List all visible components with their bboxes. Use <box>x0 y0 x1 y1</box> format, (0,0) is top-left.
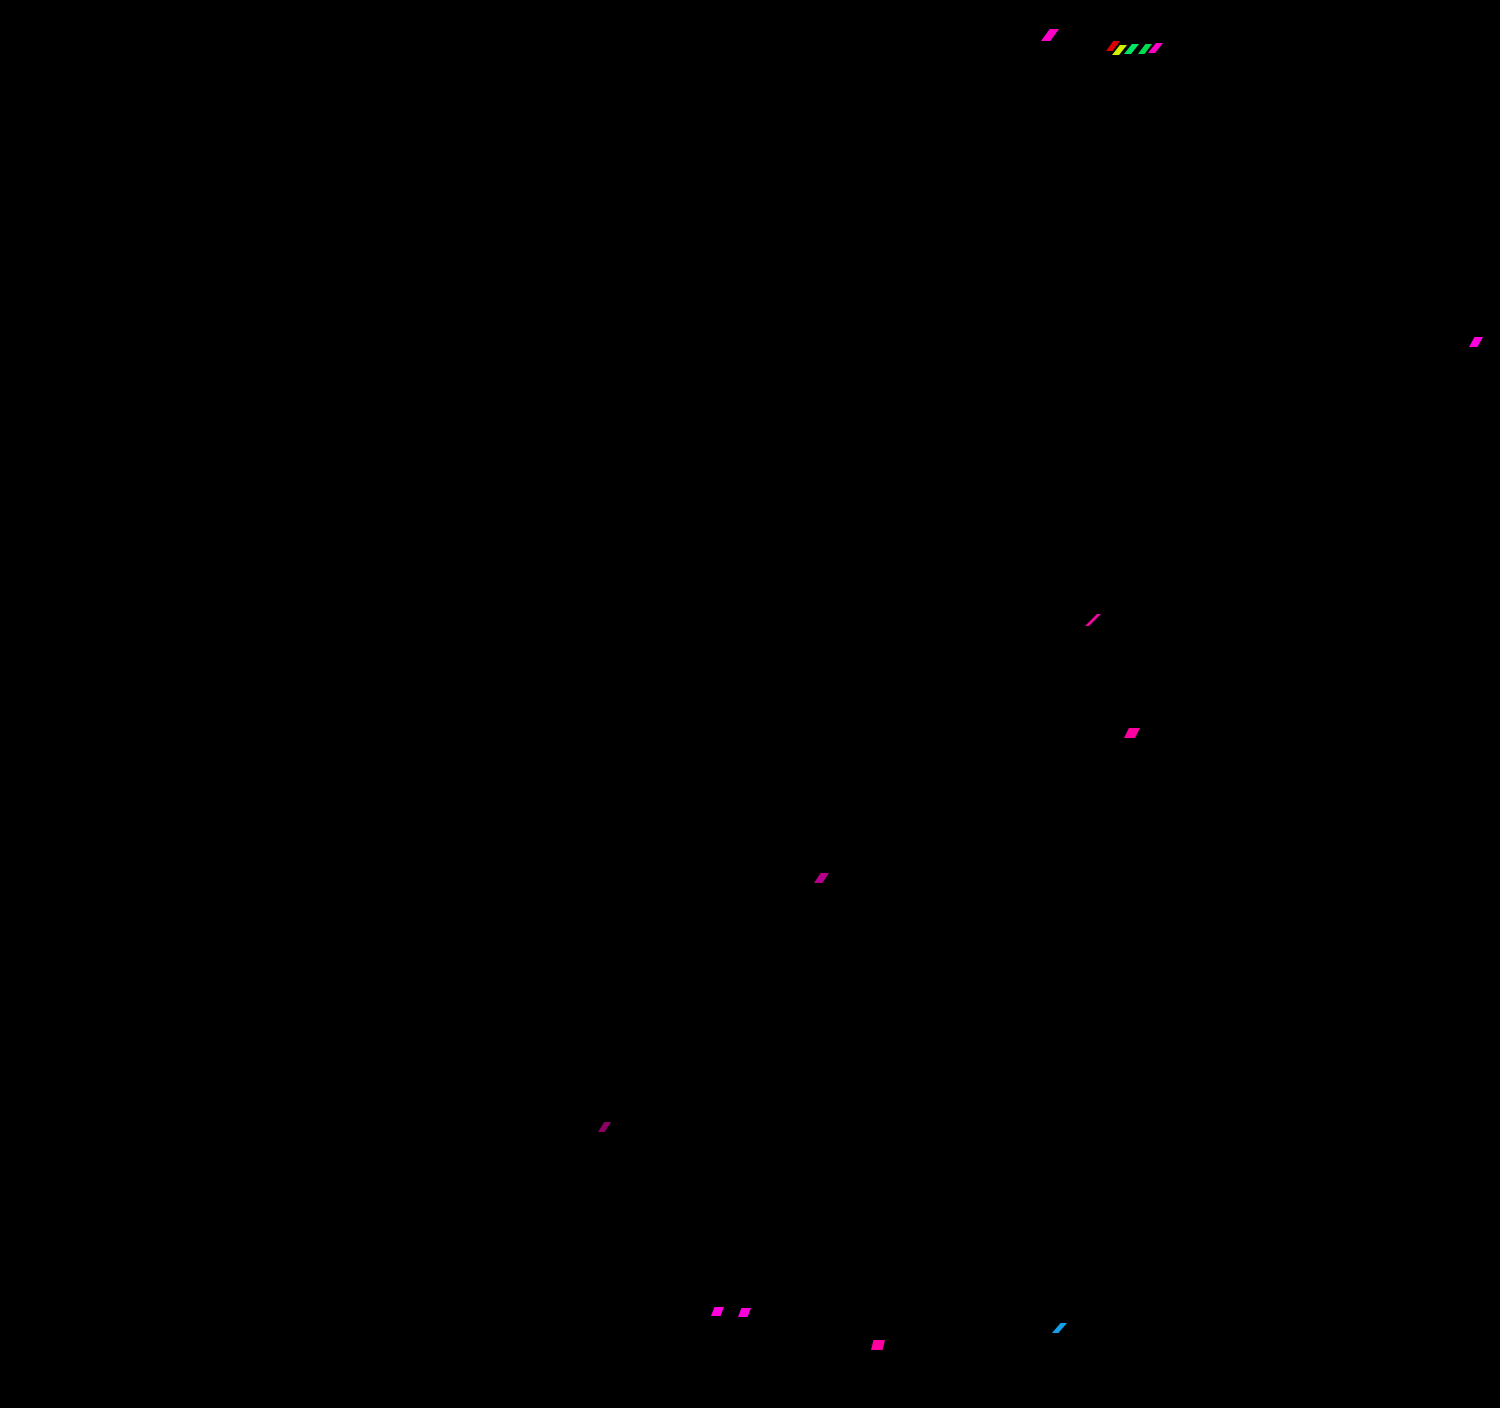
red-mark-cluster-shape <box>1106 41 1120 51</box>
magenta-mark-cluster <box>1148 43 1163 53</box>
magenta-mark-mid-right-lower-fill <box>1124 728 1140 738</box>
magenta-mark-mid-right-lower <box>1124 728 1140 738</box>
red-mark-cluster-fill <box>1106 41 1120 51</box>
chartreuse-mark-cluster-shape <box>1112 45 1127 55</box>
magenta-mark-upper <box>1041 29 1059 41</box>
dark-magenta-mark-center-fill <box>814 873 829 883</box>
azure-mark-bottom <box>1052 1323 1067 1333</box>
magenta-mark-bottom-right <box>871 1340 885 1350</box>
dark-magenta-mark-center-shape <box>814 873 829 883</box>
magenta-mark-upper-fill <box>1041 29 1059 41</box>
azure-mark-bottom-fill <box>1052 1323 1067 1333</box>
spring-green-mark-cluster <box>1124 44 1139 54</box>
chartreuse-mark-cluster-fill <box>1112 45 1127 55</box>
magenta-mark-bottom-left-fill <box>711 1307 724 1316</box>
dark-purple-mark-lower-center-shape <box>598 1122 611 1132</box>
magenta-mark-upper-shape <box>1041 29 1059 41</box>
magenta-mark-cluster-shape <box>1148 43 1163 53</box>
chartreuse-mark-cluster <box>1112 45 1127 55</box>
azure-mark-bottom-shape <box>1052 1323 1067 1333</box>
deep-pink-mark-mid-right-fill <box>1085 614 1101 626</box>
magenta-mark-bottom-mid-fill <box>738 1308 751 1317</box>
spring-green-mark-cluster-shape <box>1124 44 1139 54</box>
red-mark-cluster <box>1106 41 1120 51</box>
magenta-mark-right-edge-shape <box>1469 337 1483 347</box>
magenta-mark-right-edge <box>1469 337 1483 347</box>
deep-pink-mark-mid-right <box>1085 614 1101 626</box>
magenta-mark-bottom-left <box>711 1307 724 1316</box>
dark-magenta-mark-center <box>814 873 829 883</box>
magenta-mark-bottom-right-fill <box>871 1340 885 1350</box>
magenta-mark-bottom-mid-shape <box>738 1308 751 1317</box>
spring-green-mark-cluster-fill <box>1124 44 1139 54</box>
deep-pink-mark-mid-right-shape <box>1085 614 1101 626</box>
magenta-mark-cluster-fill <box>1148 43 1163 53</box>
magenta-mark-mid-right-lower-shape <box>1124 728 1140 738</box>
magenta-mark-bottom-left-shape <box>711 1307 724 1316</box>
dark-purple-mark-lower-center-fill <box>598 1122 611 1132</box>
magenta-mark-bottom-mid <box>738 1308 751 1317</box>
green-mark-cluster-shape <box>1138 44 1152 54</box>
dark-purple-mark-lower-center <box>598 1122 611 1132</box>
green-mark-cluster <box>1138 44 1152 54</box>
green-mark-cluster-fill <box>1138 44 1152 54</box>
magenta-mark-right-edge-fill <box>1469 337 1483 347</box>
magenta-mark-bottom-right-shape <box>871 1340 885 1350</box>
